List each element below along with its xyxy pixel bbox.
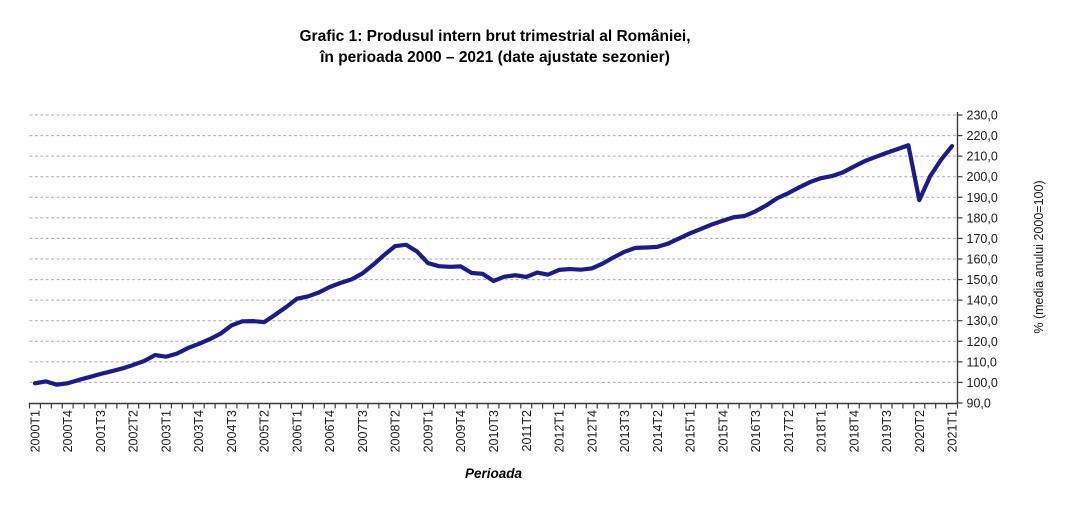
- gridlines: [29, 114, 957, 383]
- y-axis-title: % (media anului 2000=100): [1032, 180, 1046, 334]
- svg-text:2006T1: 2006T1: [290, 410, 304, 452]
- svg-text:120,0: 120,0: [967, 335, 998, 349]
- svg-text:2001T3: 2001T3: [94, 410, 108, 452]
- svg-text:2017T2: 2017T2: [782, 410, 796, 452]
- svg-text:2002T2: 2002T2: [127, 410, 141, 452]
- svg-text:2010T3: 2010T3: [487, 410, 501, 452]
- svg-text:2018T4: 2018T4: [847, 410, 861, 452]
- svg-text:2000T1: 2000T1: [28, 410, 42, 452]
- svg-text:90,0: 90,0: [967, 397, 991, 411]
- svg-text:2019T3: 2019T3: [880, 410, 894, 452]
- svg-text:210,0: 210,0: [967, 150, 998, 164]
- svg-text:2018T1: 2018T1: [815, 410, 829, 452]
- svg-text:2004T3: 2004T3: [225, 410, 239, 452]
- y-axis-tick-marks: [957, 114, 963, 404]
- svg-text:150,0: 150,0: [967, 273, 998, 287]
- x-axis-tick-labels: 2000T1 2000T4 2001T3 2002T2 2003T1 2003T4 2004…: [28, 410, 959, 452]
- svg-text:2005T2: 2005T2: [258, 410, 272, 452]
- svg-text:2021T1: 2021T1: [946, 410, 960, 452]
- svg-text:170,0: 170,0: [967, 232, 998, 246]
- svg-text:2011T2: 2011T2: [520, 410, 534, 452]
- x-axis-tick-marks: [28, 403, 959, 409]
- svg-text:2003T4: 2003T4: [192, 410, 206, 452]
- svg-text:2008T2: 2008T2: [389, 410, 403, 452]
- svg-text:2006T4: 2006T4: [323, 410, 337, 452]
- svg-text:2009T1: 2009T1: [421, 410, 435, 452]
- svg-text:160,0: 160,0: [967, 253, 998, 267]
- svg-text:2013T3: 2013T3: [618, 410, 632, 452]
- svg-text:190,0: 190,0: [967, 191, 998, 205]
- svg-text:230,0: 230,0: [967, 109, 998, 123]
- chart-title-line1: Grafic 1: Produsul intern brut trimestri…: [299, 28, 691, 45]
- axes: [29, 112, 959, 405]
- svg-text:130,0: 130,0: [967, 314, 998, 328]
- y-axis-tick-labels: 230,0 220,0 210,0 200,0 190,0 180,0 170,0 160,0…: [967, 109, 998, 411]
- x-axis-title: Perioada: [464, 466, 523, 481]
- svg-text:2016T3: 2016T3: [749, 410, 763, 452]
- svg-text:200,0: 200,0: [967, 170, 998, 184]
- svg-text:2000T4: 2000T4: [61, 410, 75, 452]
- chart-title: Grafic 1: Produsul intern brut trimestri…: [0, 26, 990, 68]
- svg-text:2020T2: 2020T2: [913, 410, 927, 452]
- gdp-series-line: [32, 143, 955, 387]
- svg-text:2015T4: 2015T4: [716, 410, 730, 452]
- svg-text:180,0: 180,0: [967, 211, 998, 225]
- svg-text:2007T3: 2007T3: [356, 410, 370, 452]
- svg-text:220,0: 220,0: [967, 129, 998, 143]
- svg-text:2003T1: 2003T1: [159, 410, 173, 452]
- chart-title-line2: în perioada 2000 – 2021 (date ajustate s…: [320, 49, 670, 66]
- svg-text:2012T1: 2012T1: [553, 410, 567, 452]
- svg-text:140,0: 140,0: [967, 294, 998, 308]
- svg-text:100,0: 100,0: [967, 376, 998, 390]
- svg-text:2015T1: 2015T1: [684, 410, 698, 452]
- svg-text:2014T2: 2014T2: [651, 410, 665, 452]
- svg-text:2009T4: 2009T4: [454, 410, 468, 452]
- svg-text:2012T4: 2012T4: [585, 410, 599, 452]
- svg-text:110,0: 110,0: [967, 355, 997, 369]
